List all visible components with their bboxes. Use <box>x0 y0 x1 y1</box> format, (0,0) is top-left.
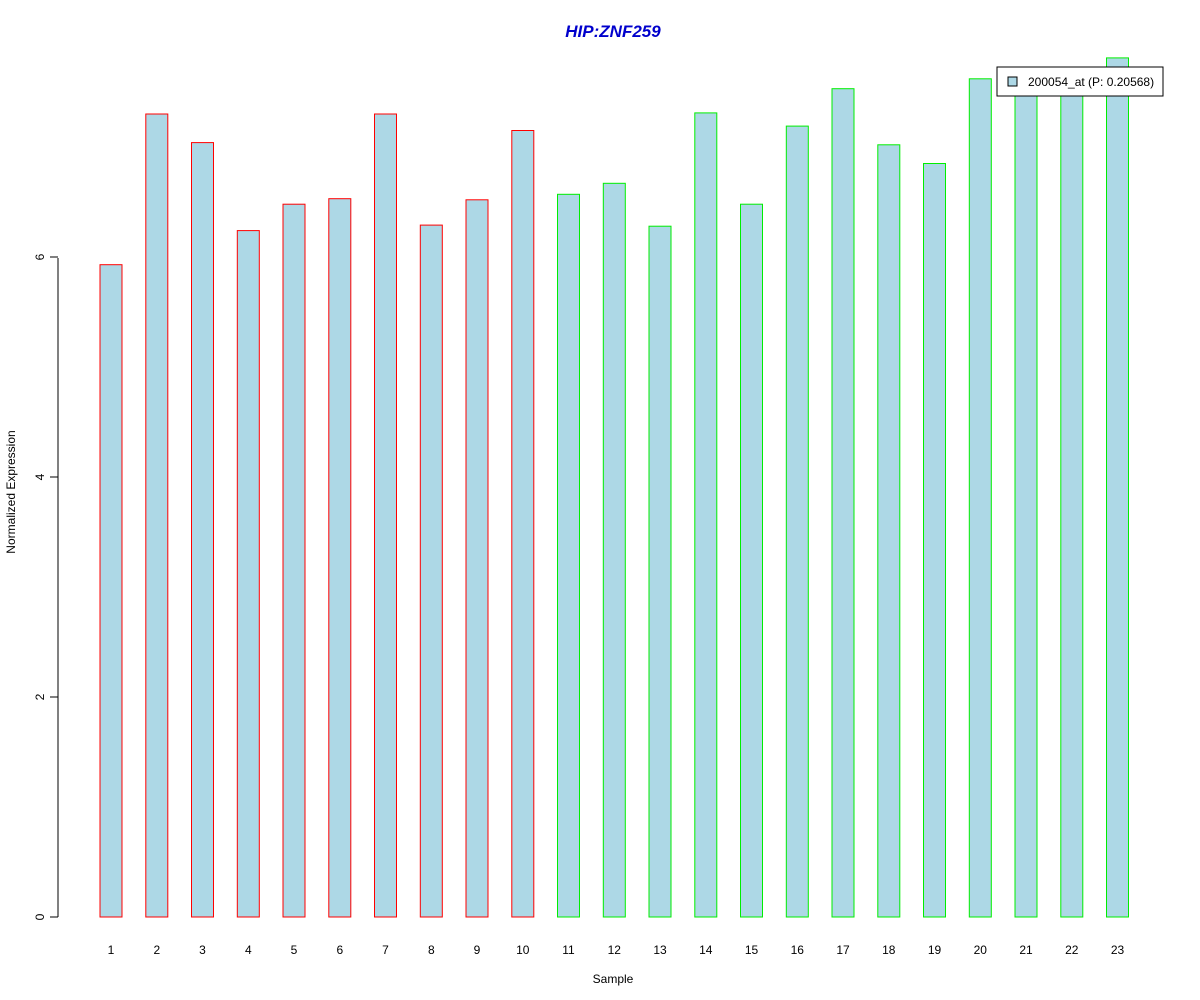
legend-box <box>996 66 1164 97</box>
y-axis: 0 2 4 6 <box>33 253 59 920</box>
bar-10 <box>511 130 535 918</box>
x-tick-label: 10 <box>516 943 530 957</box>
bar-9 <box>465 199 489 918</box>
x-tick-label: 20 <box>974 943 988 957</box>
bar-18 <box>877 144 901 918</box>
x-tick-label: 6 <box>336 943 343 957</box>
chart-title: HIP:ZNF259 <box>565 22 661 41</box>
bar-20 <box>968 78 992 918</box>
x-tick-label: 14 <box>699 943 713 957</box>
x-tick-label: 18 <box>882 943 896 957</box>
bars-group <box>99 57 1129 918</box>
bar-21 <box>1014 78 1038 918</box>
x-tick-label: 1 <box>108 943 115 957</box>
bar-12 <box>602 182 626 918</box>
legend-swatch <box>1007 76 1018 87</box>
bar-1 <box>99 264 123 918</box>
bar-22 <box>1060 78 1084 918</box>
bar-14 <box>694 112 718 918</box>
x-tick-label: 11 <box>562 943 575 957</box>
x-tick-label: 7 <box>382 943 389 957</box>
bar-8 <box>419 224 443 918</box>
x-tick-label: 16 <box>791 943 805 957</box>
bar-19 <box>923 163 946 918</box>
y-axis-label: Normalized Expression <box>4 430 18 553</box>
x-tick-labels: 1 2 3 4 5 6 7 8 9 10 11 12 13 14 15 16 17 18 19 20 21 22 23 <box>108 943 1125 957</box>
x-tick-label: 12 <box>608 943 622 957</box>
bar-23 <box>1106 57 1129 918</box>
x-tick-label: 4 <box>245 943 252 957</box>
x-tick-label: 8 <box>428 943 435 957</box>
bar-7 <box>374 113 397 918</box>
x-tick-label: 2 <box>153 943 160 957</box>
bar-17 <box>831 88 855 918</box>
y-tick-label: 0 <box>33 913 47 920</box>
bar-16 <box>785 125 809 918</box>
y-tick-label: 2 <box>33 693 47 700</box>
x-axis-label: Sample <box>593 972 634 986</box>
y-ticks: 0 2 4 6 <box>33 253 58 920</box>
x-tick-label: 23 <box>1111 943 1125 957</box>
bar-15 <box>740 203 763 918</box>
x-tick-label: 13 <box>653 943 667 957</box>
legend: 200054_at (P: 0.20568) <box>996 66 1164 97</box>
x-tick-label: 19 <box>928 943 942 957</box>
x-tick-label: 15 <box>745 943 759 957</box>
bar-6 <box>328 198 352 918</box>
bar-5 <box>282 203 306 918</box>
bar-11 <box>557 193 580 918</box>
legend-label: 200054_at (P: 0.20568) <box>1028 75 1154 89</box>
x-tick-label: 5 <box>291 943 298 957</box>
y-tick-label: 4 <box>33 473 47 480</box>
x-tick-label: 22 <box>1065 943 1079 957</box>
x-tick-label: 21 <box>1019 943 1033 957</box>
x-tick-label: 17 <box>836 943 850 957</box>
bar-4 <box>236 230 260 918</box>
bar-2 <box>145 113 169 918</box>
y-tick-label: 6 <box>33 253 47 260</box>
x-tick-label: 9 <box>474 943 481 957</box>
bar-3 <box>191 142 214 918</box>
bar-13 <box>648 225 672 918</box>
x-tick-label: 3 <box>199 943 206 957</box>
